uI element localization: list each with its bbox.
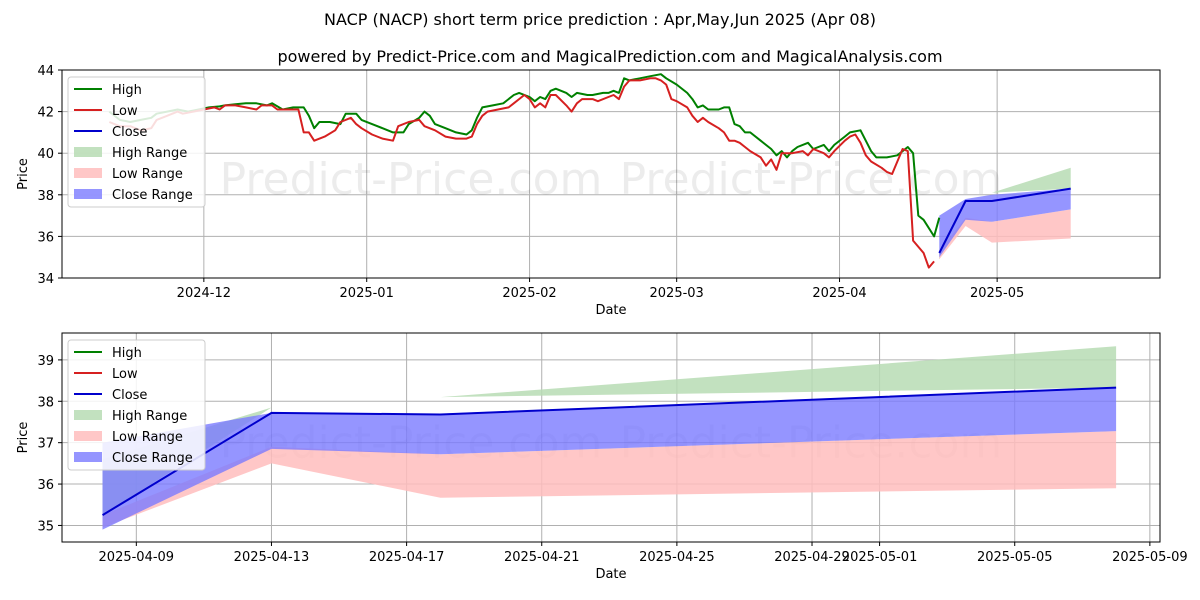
legend-label: High [112, 346, 142, 361]
legend-swatch-low-range [74, 168, 102, 178]
y-axis-label: Price [16, 422, 31, 454]
x-axis-label: Date [595, 567, 626, 582]
y-tick-label: 34 [37, 272, 54, 287]
x-tick-label: 2025-03 [650, 286, 704, 301]
chart-subtitle: powered by Predict-Price.com and Magical… [277, 47, 942, 66]
axes-frame [61, 69, 1161, 279]
y-tick-label: 35 [37, 519, 54, 534]
low-series-line [108, 77, 935, 269]
high-range-band [102, 346, 1117, 516]
legend-swatch-high-range [74, 410, 102, 420]
y-tick-label: 38 [37, 395, 54, 410]
x-tick-label: 2025-04-29 [774, 550, 850, 565]
watermark-text: Predict-Price.com [620, 154, 1003, 205]
x-tick-label: 2025-05-01 [842, 550, 918, 565]
watermark-text: Predict-Price.com [220, 154, 603, 205]
x-tick-label: 2024-12 [177, 286, 231, 301]
x-tick-label: 2025-04-17 [369, 550, 445, 565]
legend-label: Low [112, 104, 138, 119]
legend-swatch-high-range [74, 147, 102, 157]
x-tick-label: 2025-05-09 [1112, 550, 1188, 565]
y-tick-label: 36 [37, 230, 54, 245]
close-series-line [938, 187, 1071, 254]
y-tick-label: 39 [37, 354, 54, 369]
y-tick-label: 42 [37, 106, 54, 121]
legend-swatch-low-range [74, 431, 102, 441]
x-tick-label: 2025-04-21 [504, 550, 580, 565]
forecast-panel: Predict-Price.comPredict-Price.com2025-0… [16, 332, 1188, 582]
legend-label: Low Range [112, 430, 183, 445]
chart-title: NACP (NACP) short term price prediction … [324, 10, 876, 29]
legend: High Low Close High Range Low Range Close Ran… [67, 76, 206, 208]
y-tick-label: 36 [37, 478, 54, 493]
legend-box [67, 339, 206, 471]
history-panel: Predict-Price.com Predict-Price.com 2024-1… [16, 64, 1161, 318]
x-tick-label: 2025-04-25 [639, 550, 715, 565]
legend-label: High Range [112, 146, 187, 161]
low-range-band [939, 209, 1071, 260]
plot-area [108, 73, 1071, 269]
close-range-band [102, 387, 1117, 530]
y-axis-label: Price [16, 158, 31, 190]
legend-swatch-close-range [74, 189, 102, 199]
x-tick-label: 2025-02 [502, 286, 556, 301]
x-tick-label: 2025-04-13 [234, 550, 310, 565]
y-tick-label: 40 [37, 147, 54, 162]
y-tick-label: 44 [37, 64, 54, 79]
x-tick-label: 2025-05-05 [977, 550, 1053, 565]
x-tick-label: 2025-01 [340, 286, 394, 301]
low-range-band [102, 431, 1117, 528]
close-range-band [939, 188, 1071, 258]
legend-swatch-close-range [74, 452, 102, 462]
legend-label: Low [112, 367, 138, 382]
legend-label: Close [112, 388, 147, 403]
legend-box [67, 76, 206, 208]
legend-label: Close Range [112, 451, 193, 466]
y-tick-label: 38 [37, 189, 54, 204]
x-tick-label: 2025-05 [970, 286, 1024, 301]
legend: High Low Close High Range Low Range Close Ran… [67, 339, 206, 471]
x-axis-label: Date [595, 303, 626, 318]
axes-frame [61, 332, 1161, 543]
x-tick-label: 2025-04-09 [99, 550, 175, 565]
legend-label: Close Range [112, 188, 193, 203]
x-tick-label: 2025-04 [812, 286, 866, 301]
legend-label: Low Range [112, 167, 183, 182]
legend-label: High [112, 83, 142, 98]
legend-label: High Range [112, 409, 187, 424]
y-tick-label: 37 [37, 437, 54, 452]
legend-label: Close [112, 125, 147, 140]
high-range-band [939, 167, 1071, 260]
